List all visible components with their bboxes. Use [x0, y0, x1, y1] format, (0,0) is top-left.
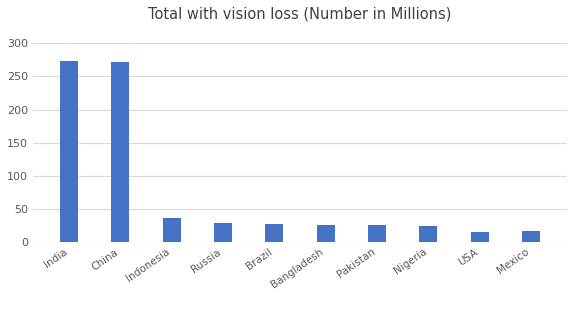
Bar	[162, 218, 181, 242]
Bar	[471, 232, 488, 242]
Bar	[420, 226, 437, 242]
Bar	[265, 224, 284, 242]
Bar	[214, 223, 232, 242]
Bar	[522, 231, 540, 242]
Bar	[317, 225, 335, 242]
Bar	[111, 62, 129, 242]
Bar	[368, 225, 386, 242]
Title: Total with vision loss (Number in Millions): Total with vision loss (Number in Millio…	[148, 7, 452, 22]
Bar	[60, 60, 78, 242]
